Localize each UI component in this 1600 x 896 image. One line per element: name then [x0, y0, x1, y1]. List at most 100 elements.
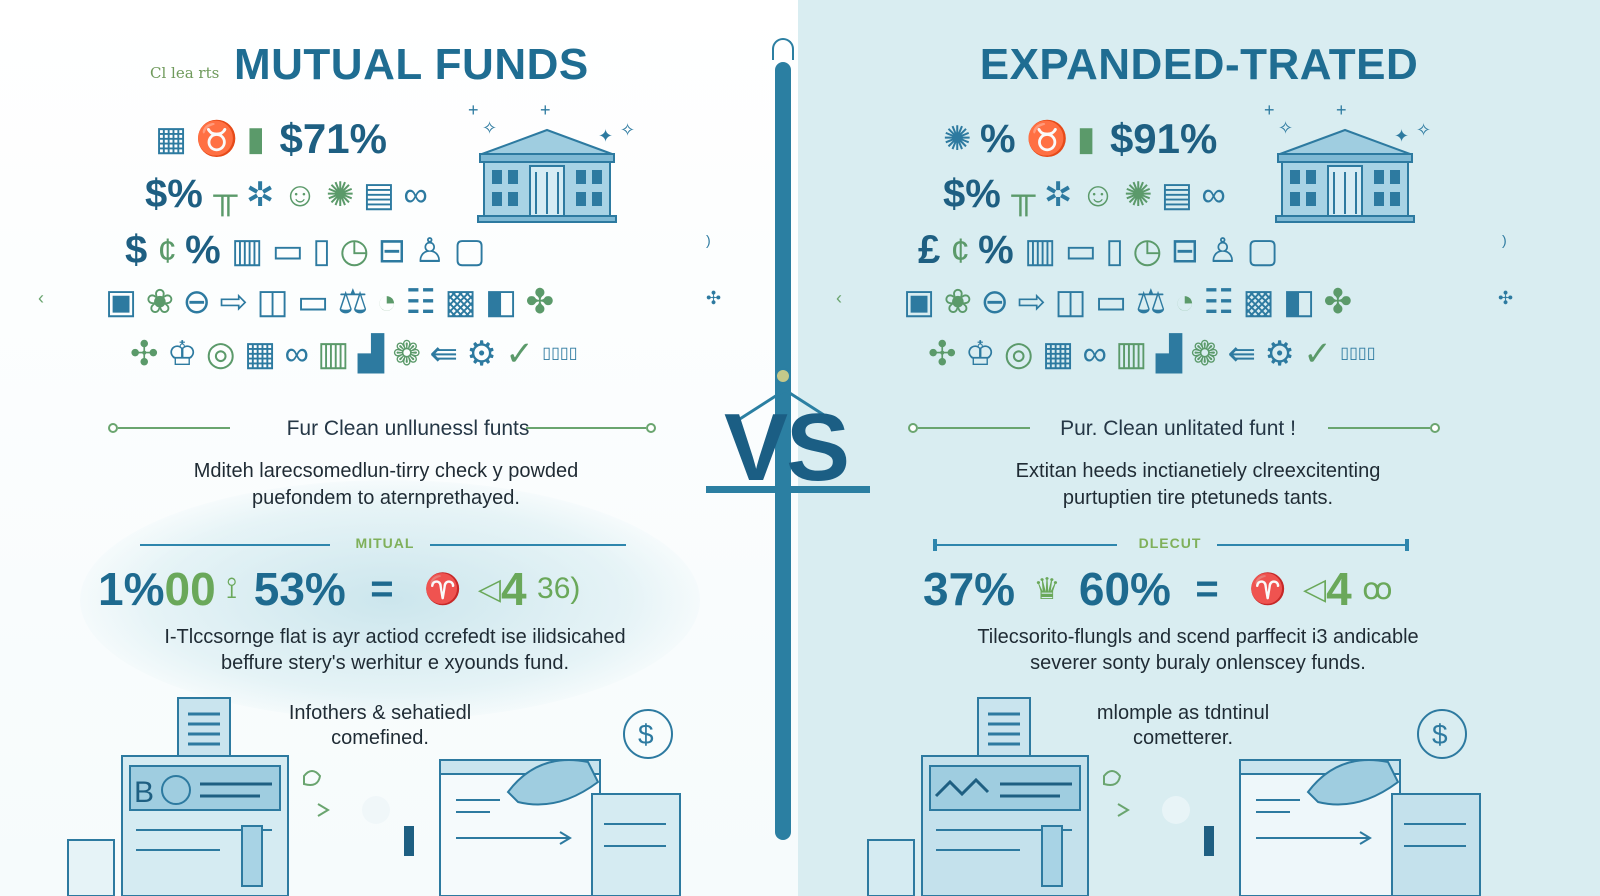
- arrow-right-icon: ⇨: [219, 283, 248, 321]
- document-icon: ▤: [1160, 175, 1194, 214]
- document-icon: ▤: [362, 175, 396, 214]
- chevron-left-icon: ‹: [38, 288, 44, 308]
- card-icon: ▭: [1095, 283, 1128, 321]
- receipt-icon: ☷: [1203, 283, 1235, 321]
- cog-icon: ⚙: [1264, 335, 1295, 373]
- lightbulb-icon: ♈: [424, 572, 462, 606]
- equals-sign: =: [1195, 566, 1219, 611]
- chart-frame-icon: ╥: [1011, 175, 1036, 214]
- coin-icon: ¢: [157, 231, 177, 270]
- building-icon: ▥: [1024, 231, 1057, 270]
- sparkle-icon: +: [540, 100, 551, 120]
- lightbulb-icon: ♈: [1249, 572, 1287, 606]
- hand-icon: [1306, 759, 1400, 806]
- factory-icon: ▟: [357, 335, 385, 373]
- sparkle-icon: +: [1264, 100, 1275, 120]
- cash-register-icon: ▦: [1042, 335, 1075, 373]
- chart-frame-icon: ╥: [213, 175, 238, 214]
- clock-icon: ◷: [339, 231, 370, 270]
- stat-value: 60%: [1078, 563, 1171, 615]
- vs-base-bar: [706, 486, 870, 493]
- link-icon: ∞: [403, 175, 428, 214]
- building-icon: ▥: [231, 231, 264, 270]
- flower-icon: ❁: [392, 335, 421, 373]
- tools-icon: ⊟: [377, 231, 407, 270]
- stats-row: 1%00 ⟟ 53% = ♈ ◁4 36): [98, 562, 586, 622]
- document-icon: [977, 697, 1031, 759]
- svg-text:B: B: [134, 776, 154, 809]
- gear-icon: ✲: [1043, 175, 1073, 214]
- caption-line: I-Tlccsornge flat is ayr actiod ccrefedt…: [164, 626, 626, 648]
- bird-icon: [303, 770, 322, 786]
- office-illustration: B $: [67, 697, 681, 896]
- stat-value: 37%: [923, 563, 1016, 615]
- sparkle-icon: ✦: [1394, 126, 1410, 146]
- flower-icon: ❁: [1190, 335, 1219, 373]
- dollar-sign-icon: [1417, 709, 1467, 759]
- puzzle-icon: ✤: [1323, 283, 1353, 321]
- stat-value: 1%: [98, 563, 165, 615]
- sparkle-icon: +: [468, 100, 479, 120]
- bank-building-icon: [1275, 128, 1415, 223]
- globe-icon: ✺: [943, 120, 972, 158]
- growth-icon: ⟟: [226, 572, 238, 605]
- sparkle-icon: ✦: [598, 126, 614, 146]
- sparkle-icon: ✣: [706, 288, 722, 308]
- spine-hook: [772, 38, 794, 60]
- sub-divider: DLECUT: [933, 534, 1423, 556]
- roof-icon: [731, 388, 839, 426]
- bird-icon: [1103, 770, 1122, 786]
- coin-icon: ¢: [950, 231, 970, 270]
- lock-icon: ⊖: [980, 283, 1010, 321]
- calculator-icon: ▦: [155, 120, 188, 158]
- panel-title: MUTUAL FUNDS: [234, 40, 589, 89]
- stat-value: 00: [164, 563, 216, 615]
- row-stat-percent: %: [978, 228, 1014, 272]
- swirl-icon: ꝏ: [1362, 572, 1393, 606]
- caption-line: severer sonty buraly onlenscey funds.: [1030, 652, 1366, 674]
- globe-icon: ✺: [325, 175, 355, 214]
- cash-register-icon: ▦: [244, 335, 277, 373]
- handshake-icon: ⇚: [429, 335, 458, 373]
- user-icon: ☺: [282, 175, 318, 214]
- tablet-icon: ▢: [453, 231, 486, 270]
- sub-divider-label: MITUAL: [355, 535, 415, 551]
- sparkle-icon: +: [1336, 100, 1347, 120]
- icon-cluster: ▦ ♉ ▮ $71% $% ╥ ✲ ☺ ✺ ▤ ∞ $ ¢ % ▥ ▭ ▯ ◷ …: [105, 110, 665, 400]
- infinity-icon: ∞: [1082, 335, 1107, 373]
- cog-icon: ⚙: [466, 335, 497, 373]
- sub-divider-label: DLECUT: [1138, 535, 1202, 551]
- leaf-icon: ❀: [943, 283, 973, 321]
- document-icon: [177, 697, 231, 759]
- sparkle-icon: ✧: [482, 118, 498, 138]
- dots-icon: ▯▯▯▯: [1340, 345, 1376, 362]
- svg-text:$: $: [638, 719, 654, 750]
- caption-line: Tilecsorito-flungls and scend parffecit …: [977, 626, 1419, 648]
- row-stat: $%: [943, 172, 1001, 216]
- grid-icon: [1204, 826, 1214, 856]
- sprout-icon: ◔: [1174, 283, 1196, 321]
- equals-sign: =: [370, 566, 394, 611]
- stats-row: 37% ♛ 60% = ♈ ◁4 ꝏ: [923, 562, 1399, 622]
- arrow-right-icon: ⇨: [1017, 283, 1046, 321]
- description-line: Mditeh larecsomedlun-tirry check y powde…: [193, 460, 579, 482]
- trophy-icon: ♔: [964, 335, 996, 373]
- tree-icon: ❀: [145, 283, 175, 321]
- sparkle-icon: ✣: [1498, 288, 1514, 308]
- trophy-icon: ♔: [166, 335, 198, 373]
- link-icon: ∞: [1201, 175, 1226, 214]
- section-label: Fur Clean unllunessl funts: [286, 417, 530, 440]
- flag-icon: ◧: [1283, 283, 1316, 321]
- money-icon: ▭: [1064, 231, 1097, 270]
- caption-line: cometterer.: [1132, 727, 1234, 749]
- stat-value: 4: [1326, 563, 1352, 615]
- tag-icon: ◁: [477, 572, 501, 606]
- mutual-funds-panel: Cl lea rts MUTUAL FUNDS ▦ ♉ ▮ $71% $% ╥ …: [0, 0, 798, 896]
- door-icon: ◫: [256, 283, 289, 321]
- sparkle-icon: ): [1502, 232, 1507, 248]
- section-divider: Pur. Clean unlitated funt !: [908, 415, 1508, 441]
- stat-value: 4: [500, 563, 527, 615]
- panel-kicker: Cl lea rts: [150, 64, 220, 82]
- section-divider: Fur Clean unllunessl funts: [108, 415, 708, 441]
- bar-chart-icon: ▮: [246, 120, 266, 158]
